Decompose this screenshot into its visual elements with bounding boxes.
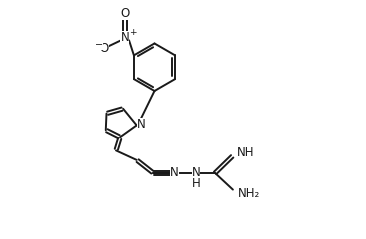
- Text: NH: NH: [236, 146, 254, 159]
- Text: +: +: [128, 28, 136, 37]
- Text: N: N: [120, 31, 129, 44]
- Text: NH₂: NH₂: [238, 187, 260, 200]
- Text: N: N: [170, 166, 179, 179]
- Text: O: O: [120, 7, 130, 20]
- Text: O: O: [99, 42, 108, 55]
- Text: −: −: [94, 40, 103, 50]
- Text: N: N: [192, 166, 201, 179]
- Text: N: N: [137, 119, 145, 131]
- Text: H: H: [192, 177, 201, 190]
